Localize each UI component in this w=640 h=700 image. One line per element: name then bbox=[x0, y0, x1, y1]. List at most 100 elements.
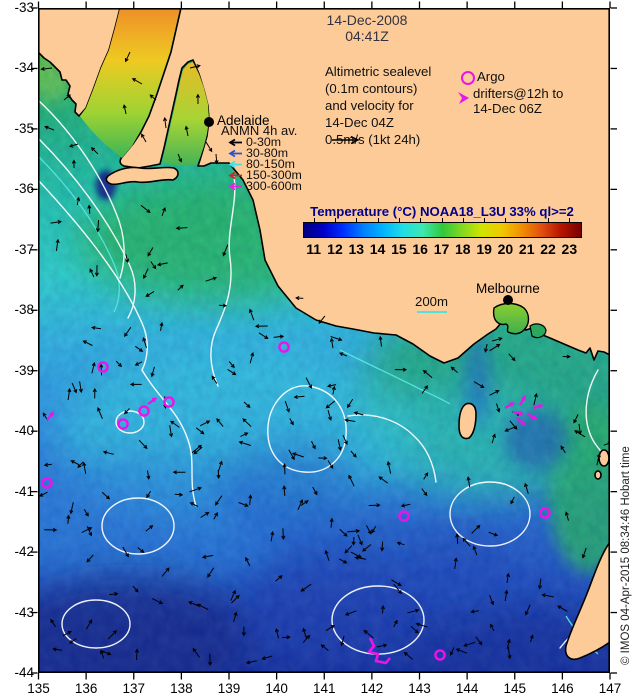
argo-float-ring bbox=[163, 396, 175, 408]
gulf-st-vincent-water bbox=[162, 62, 209, 166]
colorbar-tick bbox=[484, 218, 486, 223]
land-island-small bbox=[594, 470, 602, 480]
colorbar-tick-label: 16 bbox=[412, 241, 428, 257]
argo-float-ring bbox=[278, 341, 290, 353]
argo-float-ring bbox=[398, 510, 410, 522]
colorbar-tick-label: 18 bbox=[455, 241, 471, 257]
x-axis-label: 141 bbox=[312, 681, 336, 696]
colorbar-tick-label: 21 bbox=[518, 241, 535, 257]
city-label-melbourne: Melbourne bbox=[476, 281, 540, 296]
y-axis-label: -38 bbox=[14, 302, 34, 318]
gulf-waters bbox=[80, 8, 547, 339]
y-axis-label: -42 bbox=[14, 544, 34, 560]
city-dot-melbourne bbox=[503, 295, 513, 305]
x-axis-label: 138 bbox=[170, 681, 193, 696]
argo-float-markers bbox=[41, 341, 551, 661]
colorbar-tick bbox=[569, 218, 571, 223]
y-axis-label: -39 bbox=[14, 362, 34, 378]
credit-text: © IMOS 04-Apr-2015 08:34:46 Hobart time bbox=[620, 446, 632, 665]
anmn-arrow-icon bbox=[228, 182, 242, 191]
x-axis-label: 135 bbox=[27, 681, 50, 696]
x-axis-label: 137 bbox=[122, 681, 146, 696]
colorbar-tick bbox=[462, 218, 464, 223]
argo-float-ring bbox=[117, 418, 129, 430]
colorbar-tick-label: 15 bbox=[391, 241, 407, 257]
colorbar-tick bbox=[356, 218, 358, 223]
colorbar-tick bbox=[548, 218, 550, 223]
altimetric-annotation-line: (0.1m contours) bbox=[325, 81, 418, 96]
colorbar-tick-label: 13 bbox=[348, 241, 365, 257]
landmasses bbox=[38, 8, 610, 661]
y-axis-label: -35 bbox=[14, 120, 34, 136]
anmn-depth-item: 0-30m bbox=[228, 135, 282, 149]
altimetric-annotation-line: 14-Dec 04Z bbox=[325, 115, 394, 130]
argo-legend-label: Argo bbox=[477, 69, 505, 84]
x-axis-label: 147 bbox=[598, 681, 622, 696]
land-island-small bbox=[598, 449, 610, 467]
temperature-colorbar bbox=[303, 222, 582, 238]
port-phillip-bay-water bbox=[492, 302, 530, 335]
land-tasmania bbox=[564, 541, 610, 661]
anmn-arrow-icon bbox=[228, 160, 242, 169]
timestamp-block: 14-Dec-2008 04:41Z bbox=[317, 12, 417, 44]
drifter-legend-line2: 14-Dec 06Z bbox=[473, 101, 542, 116]
colorbar-tick-label: 17 bbox=[433, 241, 450, 257]
isobath-legend-label: 200m bbox=[415, 294, 448, 309]
colorbar-tick-label: 12 bbox=[327, 241, 343, 257]
x-axis-label: 145 bbox=[503, 681, 527, 696]
x-axis-label: 142 bbox=[360, 681, 384, 696]
anmn-depth-label: 30-80m bbox=[246, 146, 289, 160]
map-border bbox=[38, 8, 610, 673]
colorbar-tick bbox=[505, 218, 507, 223]
altimetric-annotation-line: and velocity for bbox=[325, 98, 414, 113]
altimetric-annotation-line: Altimetric sealevel bbox=[325, 64, 432, 79]
colorbar-tick-label: 11 bbox=[306, 241, 322, 257]
colorbar-tick bbox=[420, 218, 422, 223]
map-time: 04:41Z bbox=[345, 28, 389, 44]
y-axis-label: -36 bbox=[14, 181, 34, 197]
isobath-legend-line bbox=[417, 311, 447, 313]
y-axis-label: -34 bbox=[14, 60, 34, 76]
argo-float-ring bbox=[539, 507, 551, 519]
x-axis-label: 139 bbox=[217, 681, 241, 696]
x-axis-label: 146 bbox=[551, 681, 574, 696]
anmn-depth-item: 300-600m bbox=[228, 179, 302, 193]
altimetric-annotation-line: 0.5m/s (1kt 24h) bbox=[325, 132, 421, 147]
x-axis-label: 140 bbox=[265, 681, 288, 696]
anmn-legend-title: ANMN 4h av. bbox=[221, 123, 298, 138]
anmn-depth-label: 0-30m bbox=[246, 135, 282, 149]
anmn-depth-item: 80-150m bbox=[228, 157, 295, 171]
argo-legend-ring-icon bbox=[461, 71, 475, 85]
y-axis-label: -44 bbox=[14, 664, 34, 680]
anmn-arrow-icon bbox=[228, 138, 242, 147]
y-axis-label: -33 bbox=[14, 0, 34, 15]
map-canvas bbox=[38, 8, 610, 673]
western-port-water bbox=[529, 323, 547, 339]
drifter-markers bbox=[46, 395, 544, 665]
x-axis-label: 136 bbox=[74, 681, 98, 696]
spencer-gulf-water bbox=[80, 8, 180, 158]
anmn-arrow-icon bbox=[228, 149, 242, 158]
anmn-depth-label: 300-600m bbox=[246, 179, 302, 193]
colorbar-tick-label: 19 bbox=[476, 241, 492, 257]
y-axis-label: -43 bbox=[14, 604, 34, 620]
anmn-depth-label: 80-150m bbox=[246, 157, 295, 171]
land-king-island bbox=[458, 402, 477, 440]
colorbar-tick bbox=[334, 218, 336, 223]
argo-float-ring bbox=[41, 477, 53, 489]
city-label-adelaide: Adelaide bbox=[217, 113, 270, 128]
colorbar-tick-label: 20 bbox=[497, 241, 514, 257]
drifter-track bbox=[366, 637, 392, 665]
colorbar-tick-label: 14 bbox=[369, 241, 386, 257]
colorbar-tick bbox=[526, 218, 528, 223]
drifter-legend-arrow-icon bbox=[458, 92, 469, 104]
city-dot-adelaide bbox=[204, 117, 214, 127]
y-axis-label: -37 bbox=[14, 241, 34, 257]
anmn-depth-label: 150-300m bbox=[246, 168, 302, 182]
y-axis-label: -41 bbox=[14, 483, 34, 499]
colorbar-tick bbox=[313, 218, 315, 223]
anmn-depth-item: 30-80m bbox=[228, 146, 289, 160]
land-mainland bbox=[119, 8, 610, 364]
colorbar-tick bbox=[441, 218, 443, 223]
